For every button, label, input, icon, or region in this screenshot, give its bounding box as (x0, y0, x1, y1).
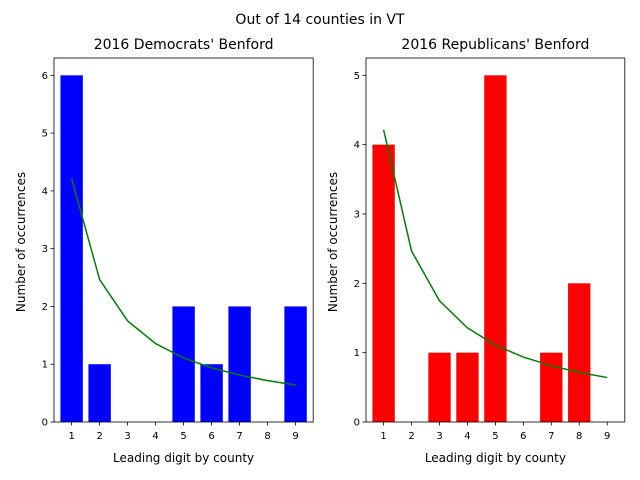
bar-7 (540, 352, 563, 422)
y-tick-label: 2 (354, 279, 360, 290)
benford-expected-line (382, 129, 608, 379)
y-tick-label: 6 (42, 71, 48, 82)
bar-3 (428, 352, 451, 422)
x-tick-label: 2 (408, 431, 414, 442)
y-tick-label: 1 (354, 348, 360, 359)
figure-suptitle: Out of 14 counties in VT (235, 12, 405, 28)
x-tick-label: 1 (68, 431, 74, 442)
y-tick-label: 1 (42, 360, 48, 371)
bar-5 (172, 306, 195, 422)
bar-7 (228, 306, 251, 422)
y-tick-label: 0 (42, 418, 48, 429)
chart-title: 2016 Republicans' Benford (401, 37, 589, 53)
bar-4 (456, 352, 479, 422)
chart-democrats: 2016 Democrats' Benford Leading digit by… (14, 37, 314, 465)
y-tick-label: 4 (354, 140, 360, 151)
x-tick-label: 8 (576, 431, 582, 442)
bar-1 (372, 144, 395, 422)
bar-6 (200, 364, 223, 422)
x-tick-label: 3 (436, 431, 442, 442)
bar-8 (568, 283, 591, 422)
y-tick-label: 0 (354, 418, 360, 429)
bar-5 (484, 75, 507, 422)
x-axis-label: Leading digit by county (425, 451, 566, 465)
x-tick-label: 8 (264, 431, 270, 442)
y-tick-label: 5 (42, 129, 48, 140)
x-axis-label: Leading digit by county (113, 451, 254, 465)
y-tick-label: 2 (42, 302, 48, 313)
y-axis-label: Number of occurrences (326, 172, 340, 312)
y-tick-label: 3 (42, 244, 48, 255)
y-tick-label: 3 (354, 210, 360, 221)
x-tick-label: 1 (380, 431, 386, 442)
chart-title: 2016 Democrats' Benford (94, 37, 274, 53)
x-tick-label: 5 (492, 431, 498, 442)
x-tick-label: 2 (96, 431, 102, 442)
benford-expected-line (70, 178, 296, 386)
x-tick-label: 6 (208, 431, 214, 442)
x-tick-label: 7 (236, 431, 242, 442)
bar-2 (88, 364, 111, 422)
x-tick-label: 6 (520, 431, 526, 442)
x-tick-label: 4 (464, 431, 470, 442)
x-tick-label: 5 (180, 431, 186, 442)
chart-republicans: 2016 Republicans' Benford Leading digit … (326, 37, 626, 465)
x-tick-label: 4 (152, 431, 158, 442)
x-tick-label: 9 (292, 431, 298, 442)
bar-1 (60, 75, 83, 422)
bar-9 (284, 306, 307, 422)
y-axis-label: Number of occurrences (14, 172, 28, 312)
x-tick-label: 3 (124, 431, 130, 442)
x-tick-label: 7 (548, 431, 554, 442)
x-tick-label: 9 (604, 431, 610, 442)
y-tick-label: 5 (354, 71, 360, 82)
y-tick-label: 4 (42, 186, 48, 197)
